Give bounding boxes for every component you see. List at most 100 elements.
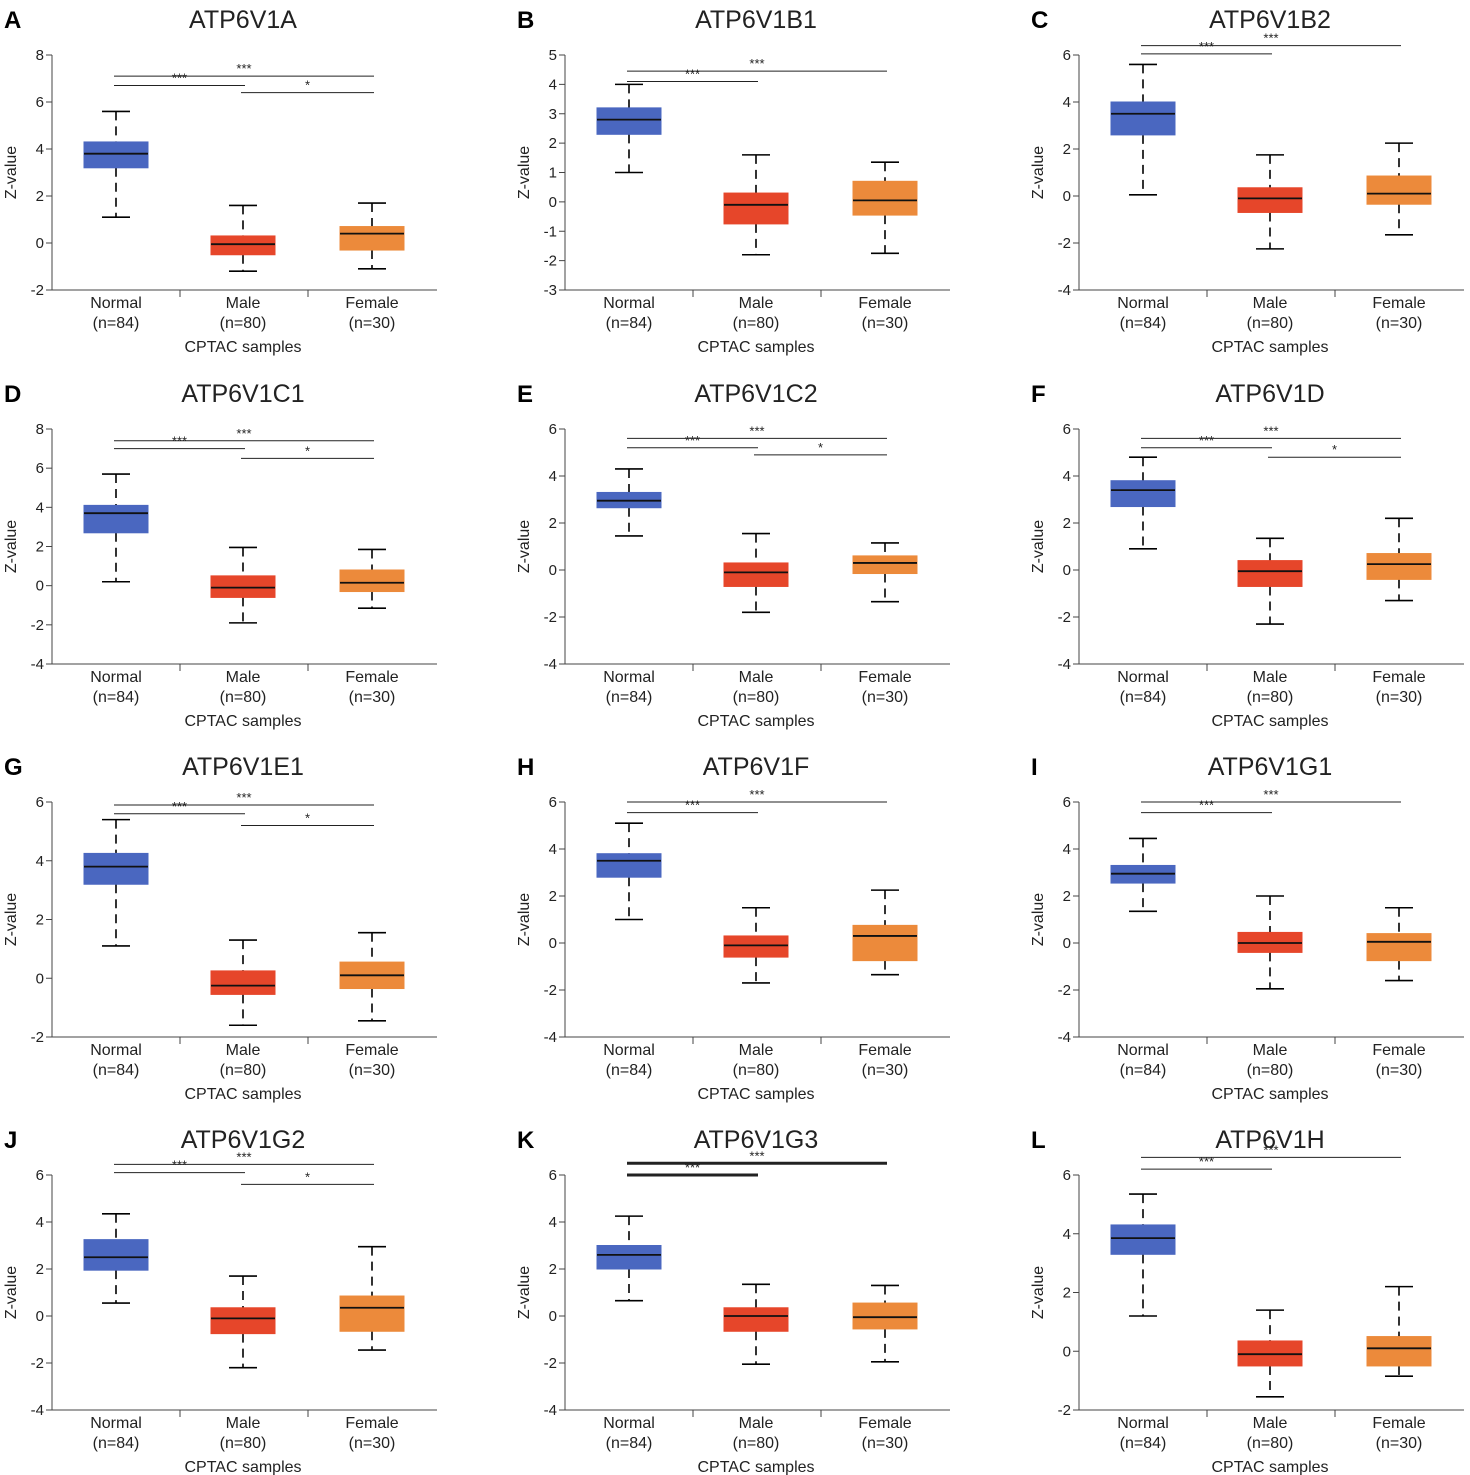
sample-size-label: (n=84)	[93, 315, 140, 332]
category-label: Male	[1253, 669, 1288, 686]
y-tick-label: -2	[1058, 609, 1071, 626]
chart-panel-e: E ATP6V1C2 -4 -2 0 2 4 6 Z-value Normal (n=84) Male…	[516, 380, 950, 730]
y-tick-label: -3	[544, 282, 557, 299]
significance-label: ***	[685, 66, 700, 81]
category-label: Normal	[603, 295, 655, 312]
sample-size-label: (n=30)	[1376, 315, 1423, 332]
sample-size-label: (n=30)	[1376, 1062, 1423, 1079]
category-label: Normal	[1117, 295, 1169, 312]
y-tick-label: 6	[549, 1167, 557, 1184]
y-tick-label: -2	[31, 1029, 44, 1046]
y-tick-label: 8	[36, 421, 44, 438]
sample-size-label: (n=84)	[606, 689, 653, 706]
sample-size-label: (n=84)	[93, 689, 140, 706]
x-axis-label: CPTAC samples	[184, 713, 301, 730]
box-normal	[83, 818, 149, 947]
category-label: Female	[1372, 669, 1425, 686]
significance-label: *	[305, 443, 310, 458]
sample-size-label: (n=30)	[862, 1062, 909, 1079]
category-label: Male	[1253, 1415, 1288, 1432]
y-tick-label: 6	[549, 794, 557, 811]
sample-size-label: (n=30)	[349, 1435, 396, 1452]
category-label: Female	[345, 295, 398, 312]
box-male	[210, 546, 276, 624]
y-tick-label: 0	[1063, 562, 1071, 579]
panel-letter: E	[517, 381, 533, 408]
box-normal	[596, 1215, 662, 1302]
sample-size-label: (n=30)	[862, 689, 909, 706]
y-tick-label: 2	[549, 515, 557, 532]
sample-size-label: (n=84)	[93, 1435, 140, 1452]
y-tick-label: 2	[549, 135, 557, 152]
chart-title: ATP6V1F	[703, 753, 810, 781]
chart-panel-j: J ATP6V1G2 -4 -2 0 2 4 6 Z-value Normal (n=84) Male…	[3, 1126, 437, 1475]
x-axis-label: CPTAC samples	[1211, 1086, 1328, 1103]
y-tick-label: 0	[36, 970, 44, 987]
category-label: Male	[1253, 1042, 1288, 1059]
category-label: Male	[739, 1042, 774, 1059]
chart-title: ATP6V1C1	[181, 380, 304, 408]
significance-label: ***	[236, 1149, 251, 1164]
box-female	[852, 542, 918, 603]
category-label: Normal	[90, 1415, 142, 1432]
x-axis-label: CPTAC samples	[184, 339, 301, 356]
sample-size-label: (n=30)	[349, 1062, 396, 1079]
box-body	[1110, 101, 1176, 136]
y-tick-label: -2	[544, 1355, 557, 1372]
y-tick-label: 4	[549, 1214, 557, 1231]
y-tick-label: 0	[1063, 1343, 1071, 1360]
y-tick-label: -2	[1058, 235, 1071, 252]
sample-size-label: (n=80)	[733, 1435, 780, 1452]
chart-title: ATP6V1G2	[181, 1126, 306, 1154]
significance-label: ***	[172, 799, 187, 814]
chart-panel-g: G ATP6V1E1 -2 0 2 4 6 Z-value Normal (n=84) Male (n…	[3, 753, 437, 1103]
category-label: Female	[858, 1042, 911, 1059]
y-axis-label: Z-value	[3, 1266, 20, 1319]
category-label: Normal	[1117, 669, 1169, 686]
significance-label: ***	[749, 787, 764, 802]
category-label: Female	[1372, 1042, 1425, 1059]
box-body	[723, 1307, 789, 1332]
x-axis-label: CPTAC samples	[697, 713, 814, 730]
y-tick-label: -2	[31, 282, 44, 299]
significance-label: ***	[172, 71, 187, 86]
box-male	[210, 1275, 276, 1369]
box-body	[723, 192, 789, 225]
y-tick-label: -4	[544, 1029, 557, 1046]
panel-letter: C	[1031, 7, 1048, 34]
y-tick-label: -4	[31, 656, 44, 673]
category-label: Female	[1372, 295, 1425, 312]
box-normal	[1110, 456, 1176, 550]
box-body	[1237, 187, 1303, 213]
box-body	[852, 555, 918, 575]
significance-label: ***	[1263, 423, 1278, 438]
y-tick-label: -2	[31, 1355, 44, 1372]
category-label: Normal	[1117, 1042, 1169, 1059]
y-tick-label: 5	[549, 47, 557, 64]
significance-label: *	[305, 1169, 310, 1184]
box-body	[852, 1302, 918, 1330]
panel-letter: F	[1031, 381, 1046, 408]
y-tick-label: 2	[36, 1261, 44, 1278]
significance-label: ***	[1199, 39, 1214, 54]
sample-size-label: (n=30)	[1376, 689, 1423, 706]
box-body	[1110, 480, 1176, 508]
y-axis-label: Z-value	[3, 146, 20, 199]
y-axis-label: Z-value	[516, 146, 533, 199]
y-tick-label: 0	[36, 235, 44, 252]
significance-label: ***	[236, 426, 251, 441]
y-tick-label: 0	[36, 578, 44, 595]
category-label: Normal	[603, 1415, 655, 1432]
y-tick-label: -2	[1058, 1402, 1071, 1419]
sample-size-label: (n=84)	[1120, 1435, 1167, 1452]
box-male	[210, 204, 276, 273]
y-axis-label: Z-value	[3, 893, 20, 946]
y-tick-label: 4	[1063, 1226, 1071, 1243]
y-tick-label: 0	[549, 935, 557, 952]
box-female	[1366, 142, 1432, 236]
y-tick-label: 4	[36, 499, 44, 516]
box-body	[210, 575, 276, 598]
category-label: Male	[1253, 295, 1288, 312]
box-male	[723, 906, 789, 984]
y-tick-label: -4	[1058, 282, 1071, 299]
